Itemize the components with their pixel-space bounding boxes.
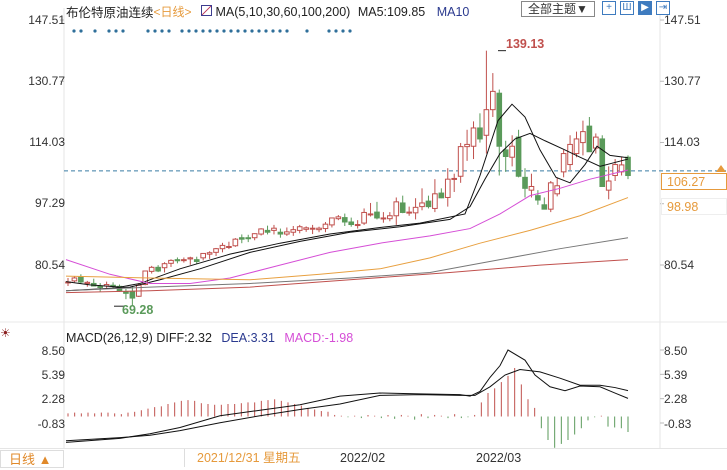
macd-value: MACD:-1.98: [284, 331, 354, 345]
macd-diff: DIFF:2.32: [156, 331, 212, 345]
ma-settings-icon[interactable]: [201, 5, 213, 16]
price-axis-left-label: 130.77: [28, 74, 65, 88]
x-axis-label: 2022/02: [340, 451, 386, 465]
x-axis-label: 2022/03: [476, 451, 522, 465]
high-price-label: 139.13: [506, 37, 545, 51]
time-axis-bar: [0, 448, 727, 470]
indicator-settings-icon[interactable]: ☀: [0, 326, 11, 340]
price-axis-right-label: 80.54: [664, 258, 695, 272]
macd-axis-right-label: 5.39: [664, 368, 688, 382]
macd-axis-right-label: 8.50: [664, 344, 688, 358]
period-selector-button[interactable]: 日线 ▲: [0, 450, 64, 468]
range-icon[interactable]: Ш: [620, 1, 634, 15]
macd-legend: MACD(26,12,9) DIFF:2.32 DEA:3.31 MACD:-1…: [66, 331, 353, 345]
cursor-date-label: 2021/12/31 星期五: [184, 449, 334, 467]
macd-axis-left-label: 5.39: [41, 368, 65, 382]
price-axis-right-label: 130.77: [664, 74, 701, 88]
price-axis-left-label: 80.54: [34, 258, 65, 272]
low-price-label: 69.28: [122, 303, 154, 317]
play-icon[interactable]: ▶: [638, 1, 652, 15]
period-tag[interactable]: <日线>: [153, 5, 192, 19]
price-axis-left-label: 147.51: [28, 13, 65, 27]
macd-axis-right-label: -0.83: [664, 417, 692, 431]
next-icon[interactable]: ⇥: [656, 1, 670, 15]
macd-dea: DEA:3.31: [221, 331, 275, 345]
macd-axis-left-label: -0.83: [37, 417, 65, 431]
price-axis-right-label: 147.51: [664, 13, 701, 27]
ma5-value: MA5:109.85: [357, 4, 426, 19]
ma-params: MA(5,10,30,60,100,200): [215, 4, 351, 19]
macd-axis-left-label: 2.28: [41, 392, 65, 406]
ma60-price-tag: 98.98: [661, 198, 727, 215]
price-axis-left-label: 97.29: [34, 196, 65, 210]
macd-axis-right-label: 2.28: [664, 392, 688, 406]
macd-params: MACD(26,12,9): [66, 331, 153, 345]
price-axis-left-label: 114.03: [29, 135, 65, 149]
macd-axis-left-label: 8.50: [41, 344, 65, 358]
instrument-name: 布伦特原油连续: [66, 6, 154, 20]
current-price-tag: 106.27: [661, 173, 727, 190]
crosshair-icon[interactable]: +: [602, 1, 616, 15]
price-marker-icon: [716, 165, 726, 172]
chart-header: 布伦特原油连续<日线> MA(5,10,30,60,100,200) MA5:1…: [66, 2, 470, 21]
theme-dropdown[interactable]: 全部主题▼: [521, 1, 595, 17]
price-axis-right-label: 114.03: [664, 135, 700, 149]
ma10-label: MA10: [436, 4, 470, 19]
